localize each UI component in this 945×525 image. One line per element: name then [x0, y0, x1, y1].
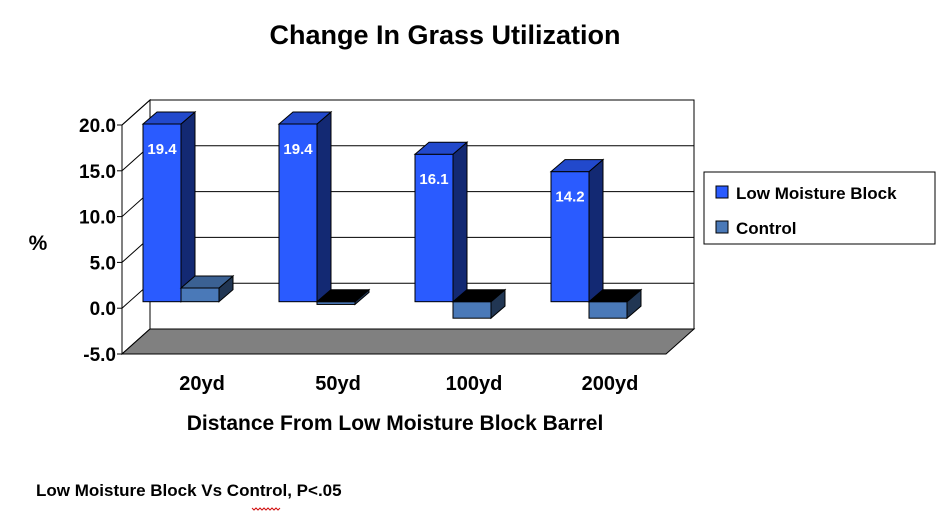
bar-low-moisture-block-top — [549, 159, 605, 173]
y-axis-label: % — [29, 232, 48, 255]
bar-low-moisture-block — [413, 141, 469, 303]
chart-title: Change In Grass Utilization — [269, 20, 620, 50]
y-tick-label: -5.0 — [83, 345, 116, 366]
bar-low-moisture-block — [277, 110, 333, 303]
bar-low-moisture-block — [549, 158, 605, 303]
bar-low-moisture-block-front — [142, 123, 182, 303]
y-tick-label: 0.0 — [90, 299, 116, 320]
legend-label-control: Control — [736, 219, 796, 238]
bar-control-top — [451, 289, 507, 303]
legend-swatch-low-moisture-block — [715, 185, 729, 199]
data-label: 19.4 — [283, 141, 313, 158]
data-label: 14.2 — [555, 189, 584, 206]
bars — [141, 110, 643, 320]
bar-control-front — [180, 287, 220, 303]
x-tick-labels: 20yd 50yd 100yd 200yd — [179, 373, 638, 395]
legend-box — [703, 171, 936, 245]
x-tick-label: 20yd — [179, 373, 225, 395]
bar-low-moisture-block-top — [277, 111, 333, 125]
bar-control-front — [452, 301, 492, 319]
bar-low-moisture-block-side — [588, 158, 604, 303]
y-tick-labels: 20.0 15.0 10.0 5.0 0.0 -5.0 — [79, 116, 116, 366]
bar-low-moisture-block-front — [550, 171, 590, 303]
bar-low-moisture-block-side — [316, 110, 332, 303]
y-tick-label: 5.0 — [90, 253, 116, 274]
x-tick-label: 100yd — [446, 373, 503, 395]
bar-control-front — [588, 301, 628, 319]
x-tick-label: 200yd — [582, 373, 639, 395]
data-label: 19.4 — [147, 141, 177, 158]
footnote-text: Low Moisture Block Vs Control, P<.05 — [36, 481, 342, 500]
spellcheck-underline — [251, 507, 281, 511]
bar-low-moisture-block — [141, 110, 197, 303]
bar-low-moisture-block-top — [141, 111, 197, 125]
bar-low-moisture-block-front — [278, 123, 318, 303]
x-axis-label: Distance From Low Moisture Block Barrel — [187, 412, 604, 435]
bar-low-moisture-block-side — [452, 141, 468, 303]
chart-floor — [120, 328, 696, 355]
bar-control — [315, 288, 371, 306]
gridline — [121, 99, 694, 126]
bar-control — [587, 288, 643, 320]
data-labels: 19.4 19.4 16.1 14.2 — [147, 141, 584, 206]
bar-low-moisture-block-side — [180, 110, 196, 303]
x-tick-label: 50yd — [315, 373, 361, 395]
bar-control — [179, 274, 235, 303]
bar-low-moisture-block-top — [413, 141, 469, 155]
y-tick-label: 15.0 — [79, 162, 116, 183]
bar-control-top — [179, 275, 235, 289]
bar-control-top — [587, 289, 643, 303]
bar-control — [451, 288, 507, 320]
legend: Low Moisture Block Control — [703, 171, 936, 245]
bar-low-moisture-block-front — [414, 153, 454, 303]
legend-swatch-control — [715, 220, 729, 234]
y-tick-label: 20.0 — [79, 116, 116, 137]
data-label: 16.1 — [419, 171, 448, 188]
y-tick-label: 10.0 — [79, 208, 116, 229]
floor — [120, 328, 696, 355]
axes — [117, 124, 123, 355]
bar-control-top — [315, 289, 371, 303]
legend-label-low-moisture-block: Low Moisture Block — [736, 184, 897, 203]
footnote: Low Moisture Block Vs Control, P<.05 — [36, 481, 342, 511]
